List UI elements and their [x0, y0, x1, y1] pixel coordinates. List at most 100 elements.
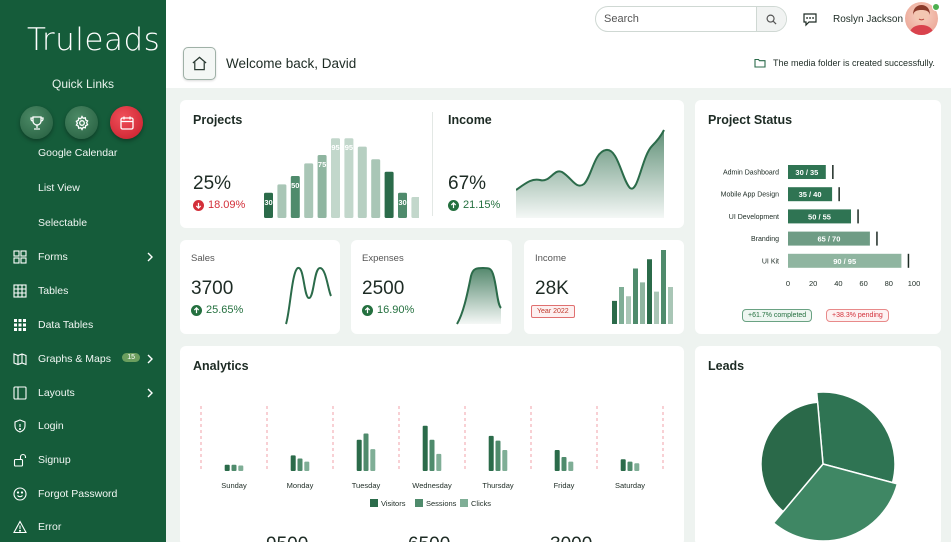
leads-title: Leads: [708, 359, 745, 373]
income-summary-bar: [668, 287, 673, 324]
analytics-title: Analytics: [193, 359, 249, 373]
projects-value: 25%: [193, 173, 232, 194]
shield-icon: [12, 418, 28, 434]
sales-change-text: 25.65%: [206, 304, 244, 316]
data-tables-icon: [12, 317, 28, 333]
sidebar-item-login[interactable]: Login: [12, 416, 160, 436]
income-summary-bar: [619, 287, 624, 324]
sidebar-item-graphs-maps[interactable]: Graphs & Maps 15: [12, 349, 160, 369]
trophy-quick-link-button[interactable]: [20, 106, 53, 139]
sidebar-item-tables[interactable]: Tables: [12, 281, 160, 301]
expenses-change: 16.90%: [362, 304, 414, 316]
search-input[interactable]: [604, 7, 754, 31]
sidebar-item-error[interactable]: Error: [12, 517, 160, 537]
analytics-bar: [224, 464, 230, 471]
legend-swatch: [370, 499, 378, 507]
projects-bar-label: 95: [331, 143, 339, 152]
projects-title: Projects: [193, 113, 243, 127]
project-status-bar-label: 65 / 70: [817, 235, 840, 244]
analytics-day-label: Saturday: [615, 481, 645, 490]
search-box: [595, 6, 787, 32]
online-status-dot: [932, 3, 940, 11]
expenses-value: 2500: [362, 278, 405, 299]
projects-bar-label: 50: [291, 181, 299, 190]
settings-quick-link-button[interactable]: [65, 106, 98, 139]
gear-icon: [75, 114, 88, 131]
sidebar-item-label: Forgot Password: [38, 488, 118, 500]
project-status-bar: [788, 165, 826, 179]
analytics-bar: [422, 425, 428, 471]
sidebar-item-label: Tables: [38, 285, 69, 297]
income-summary-bar: [640, 282, 645, 324]
analytics-bar: [554, 449, 560, 471]
chevron-right-icon: [147, 354, 153, 364]
project-status-target-marker: [876, 231, 878, 246]
analytics-day-label: Sunday: [221, 481, 247, 490]
income-title: Income: [448, 113, 492, 127]
projects-bar-label: 30: [398, 198, 406, 207]
income-summary-value: 28K: [535, 278, 569, 299]
chevron-right-icon: [147, 252, 153, 262]
projects-bar: [317, 155, 327, 218]
analytics-bar: [634, 463, 640, 471]
analytics-bar: [290, 455, 296, 471]
sidebar-item-layouts[interactable]: Layouts: [12, 383, 160, 403]
chat-icon[interactable]: [802, 11, 818, 27]
projects-bar: [411, 197, 419, 218]
expenses-change-text: 16.90%: [377, 304, 415, 316]
income-summary-title: Income: [535, 253, 567, 264]
leads-pie-chart: [760, 391, 899, 542]
analytics-day-label: Friday: [554, 481, 575, 490]
sales-line-chart: [285, 266, 332, 325]
analytics-total-clicks: 3000: [550, 534, 592, 542]
year-badge: Year 2022: [531, 305, 575, 318]
sidebar: Truleads Quick Links Google Calendar Lis…: [0, 0, 166, 542]
arrow-up-icon: [448, 199, 459, 211]
project-status-bar: [788, 231, 870, 246]
sidebar-sub-item-google-calendar[interactable]: Google Calendar: [38, 147, 118, 159]
calendar-quick-link-button[interactable]: [110, 106, 143, 139]
project-status-target-marker: [857, 209, 859, 224]
projects-bar: [264, 192, 273, 218]
income-area-chart: [516, 129, 665, 218]
expenses-card: Expenses 2500 16.90%: [351, 240, 512, 334]
project-status-target-marker: [832, 165, 834, 179]
income-change-text: 21.15%: [463, 199, 501, 211]
user-name[interactable]: Roslyn Jackson: [833, 14, 904, 25]
home-button[interactable]: [183, 47, 216, 80]
sidebar-item-forgot-password[interactable]: Forgot Password: [12, 484, 160, 504]
project-status-label: Branding: [751, 236, 779, 243]
project-status-label: Mobile App Design: [721, 192, 779, 199]
leads-pie-slice: [760, 401, 824, 513]
projects-change: 18.09%: [193, 199, 245, 211]
project-status-bar: [788, 209, 851, 224]
project-status-tick-label: 60: [859, 279, 867, 288]
analytics-bar: [436, 453, 442, 471]
sales-change: 25.65%: [191, 304, 243, 316]
notification-message: The media folder is created successfully…: [754, 58, 935, 68]
projects-bar: [331, 138, 340, 218]
sidebar-item-data-tables[interactable]: Data Tables: [12, 315, 160, 335]
project-status-bar-label: 35 / 40: [799, 190, 822, 199]
layout-icon: [12, 385, 28, 401]
project-status-label: UI Development: [729, 214, 779, 221]
search-icon: [766, 14, 777, 25]
analytics-totals-row: 9500 6500 3000: [180, 526, 684, 542]
project-status-bar: [788, 253, 902, 268]
expenses-area-chart: [456, 266, 502, 325]
sidebar-item-signup[interactable]: Signup: [12, 450, 160, 470]
income-summary-bar-chart: [612, 250, 673, 324]
sidebar-item-forms[interactable]: Forms: [12, 247, 160, 267]
notification-text: The media folder is created successfully…: [773, 58, 935, 68]
sidebar-sub-item-list-view[interactable]: List View: [38, 182, 80, 194]
sidebar-item-label: Login: [38, 420, 64, 432]
projects-bar-label: 95: [345, 143, 353, 152]
sidebar-sub-item-selectable[interactable]: Selectable: [38, 217, 88, 229]
chevron-right-icon: [147, 388, 153, 398]
forms-icon: [12, 249, 28, 265]
analytics-bar: [297, 458, 303, 471]
projects-bar: [277, 184, 287, 218]
analytics-total-sessions: 6500: [408, 534, 450, 542]
analytics-card: Analytics Sunday Monday Tuesday Wednesday Th…: [180, 346, 684, 542]
search-button[interactable]: [756, 7, 786, 31]
